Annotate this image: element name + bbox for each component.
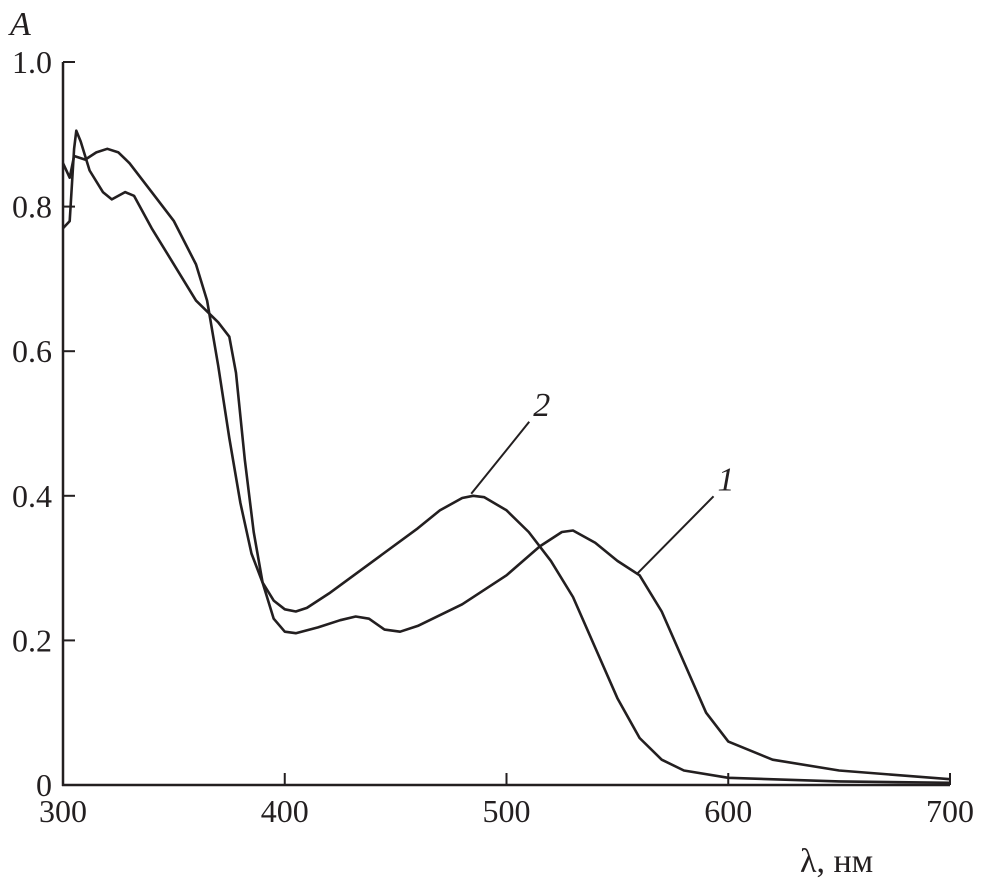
x-tick-label: 400 <box>261 793 309 829</box>
y-tick-label: 0.8 <box>12 189 52 225</box>
x-tick-label: 300 <box>39 793 87 829</box>
x-axis-label: λ, нм <box>800 843 873 880</box>
y-tick-label: 0.6 <box>12 333 52 369</box>
y-tick-label: 0.2 <box>12 622 52 658</box>
y-tick-label: 1.0 <box>12 44 52 80</box>
series-1-label: 1 <box>718 461 735 498</box>
x-tick-label: 700 <box>926 793 974 829</box>
series-1-leader <box>636 495 715 575</box>
series-2-leader <box>470 421 531 495</box>
y-tick-label: 0 <box>36 767 52 803</box>
y-axis-label: A <box>8 6 31 43</box>
series-2-line <box>61 147 951 785</box>
series-1-line <box>62 129 951 781</box>
series-2-label: 2 <box>533 387 550 424</box>
x-tick-label: 500 <box>483 793 531 829</box>
y-tick-label: 0.4 <box>12 478 52 514</box>
x-tick-label: 600 <box>704 793 752 829</box>
